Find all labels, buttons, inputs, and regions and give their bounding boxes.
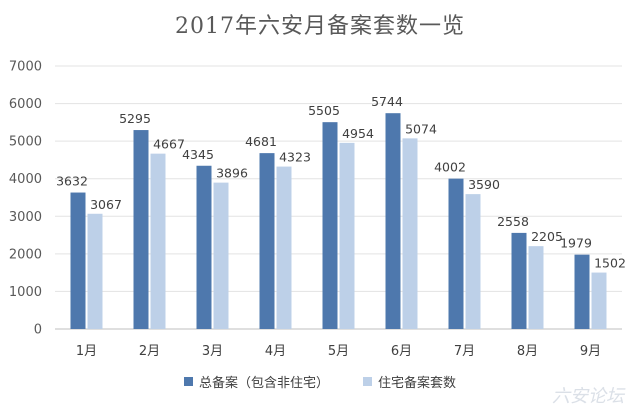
data-label-total: 5505	[308, 103, 340, 118]
y-tick-label: 5000	[9, 135, 42, 150]
data-label-total: 5295	[119, 111, 151, 126]
legend-swatch-residential	[363, 377, 372, 386]
bar-residential	[528, 246, 544, 329]
data-label-residential: 3896	[216, 166, 248, 181]
data-label-total: 4345	[182, 147, 214, 162]
x-category-label: 7月	[454, 344, 475, 359]
x-category-label: 4月	[265, 344, 286, 359]
bar-total	[259, 153, 275, 329]
bar-total	[511, 232, 527, 329]
data-label-residential: 3590	[468, 177, 500, 192]
y-axis-ticks: 0 1000 2000 3000 4000 5000 6000 7000	[9, 60, 42, 338]
gridlines	[55, 65, 622, 330]
bar-residential	[591, 272, 607, 329]
data-label-total: 3632	[56, 174, 88, 189]
data-label-total: 5744	[371, 94, 403, 109]
x-category-label: 1月	[76, 344, 97, 359]
legend: 总备案（包含非住宅） 住宅备案套数	[0, 372, 640, 391]
x-axis-categories: 1月 2月 3月 4月 5月 6月 7月 8月 9月	[76, 344, 601, 359]
x-category-label: 2月	[139, 344, 160, 359]
x-category-label: 5月	[328, 344, 349, 359]
data-label-residential: 3067	[90, 197, 122, 212]
data-label-residential: 5074	[405, 121, 437, 136]
legend-item-residential: 住宅备案套数	[363, 372, 456, 391]
x-category-label: 9月	[580, 344, 601, 359]
bar-residential	[213, 182, 229, 329]
y-tick-label: 1000	[9, 285, 42, 300]
data-label-residential: 1502	[594, 256, 626, 271]
bar-residential	[339, 142, 355, 329]
bar-residential	[87, 213, 103, 329]
y-tick-label: 2000	[9, 247, 42, 262]
data-label-total: 4002	[434, 160, 466, 175]
data-label-total: 2558	[497, 214, 529, 229]
x-category-label: 6月	[391, 344, 412, 359]
legend-label-residential: 住宅备案套数	[378, 376, 457, 391]
y-tick-label: 7000	[9, 60, 42, 75]
bar-residential	[402, 138, 418, 329]
data-label-residential: 4667	[153, 137, 185, 152]
legend-swatch-total	[183, 377, 193, 386]
bar-total	[574, 254, 590, 329]
bar-total	[322, 122, 338, 330]
bar-residential	[276, 166, 292, 329]
x-category-label: 8月	[517, 344, 538, 359]
x-category-label: 3月	[202, 344, 223, 359]
y-tick-label: 0	[34, 323, 42, 338]
watermark: 六安论坛	[552, 386, 624, 407]
bar-total	[448, 178, 464, 329]
y-tick-label: 3000	[9, 210, 42, 225]
bar-total	[133, 130, 149, 329]
bar-total	[196, 165, 212, 329]
data-label-total: 4681	[245, 134, 277, 149]
data-label-total: 1979	[560, 236, 592, 251]
bar-residential	[465, 194, 481, 329]
data-label-residential: 4954	[342, 126, 374, 141]
chart-title: 2017年六安月备案套数一览	[175, 14, 465, 39]
bars	[70, 113, 607, 330]
data-label-residential: 4323	[279, 150, 311, 165]
y-tick-label: 4000	[9, 172, 42, 187]
bar-total	[385, 113, 401, 329]
bar-residential	[150, 153, 166, 329]
legend-item-total: 总备案（包含非住宅）	[183, 372, 329, 391]
y-tick-label: 6000	[9, 97, 42, 112]
data-label-residential: 2205	[531, 229, 563, 244]
legend-label-total: 总备案（包含非住宅）	[198, 376, 329, 391]
bar-total	[70, 192, 86, 329]
